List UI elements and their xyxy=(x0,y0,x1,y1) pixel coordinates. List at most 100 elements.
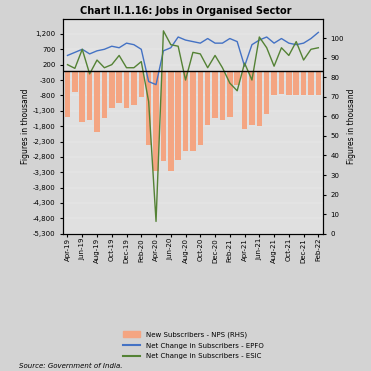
Net Change in Subscribers - EPFO xyxy=(154,82,158,87)
Net Change in Subscribers - EPFO xyxy=(272,41,276,45)
Bar xyxy=(168,71,174,171)
Bar xyxy=(205,71,210,125)
Net Change in Subscribers - EPFO xyxy=(65,53,70,58)
Bar xyxy=(271,71,277,95)
Bar xyxy=(153,71,159,171)
Net Change in Subscribers - ESIC xyxy=(250,78,254,82)
Bar xyxy=(94,71,100,132)
Bar xyxy=(87,71,92,120)
Net Change in Subscribers - ESIC xyxy=(191,50,195,55)
Net Change in Subscribers - EPFO xyxy=(198,41,203,45)
Text: Chart II.1.16: Jobs in Organised Sector: Chart II.1.16: Jobs in Organised Sector xyxy=(80,6,291,16)
Y-axis label: Figures in thousand: Figures in thousand xyxy=(21,88,30,164)
Bar xyxy=(286,71,292,95)
Bar xyxy=(242,71,247,129)
Net Change in Subscribers - EPFO xyxy=(132,42,136,47)
Net Change in Subscribers - EPFO xyxy=(191,39,195,44)
Net Change in Subscribers - ESIC xyxy=(227,81,232,85)
Bar xyxy=(161,71,166,161)
Net Change in Subscribers - EPFO xyxy=(227,36,232,41)
Net Change in Subscribers - EPFO xyxy=(168,46,173,50)
Net Change in Subscribers - ESIC xyxy=(309,47,313,52)
Net Change in Subscribers - EPFO xyxy=(250,42,254,47)
Net Change in Subscribers - ESIC xyxy=(287,53,291,58)
Net Change in Subscribers - EPFO xyxy=(183,38,188,42)
Bar xyxy=(316,71,321,95)
Net Change in Subscribers - EPFO xyxy=(235,39,239,44)
Bar xyxy=(116,71,122,103)
Net Change in Subscribers - EPFO xyxy=(301,41,306,45)
Net Change in Subscribers - ESIC xyxy=(117,53,121,58)
Net Change in Subscribers - ESIC xyxy=(65,62,70,67)
Bar xyxy=(131,71,137,105)
Net Change in Subscribers - ESIC xyxy=(109,62,114,67)
Bar xyxy=(124,71,129,108)
Line: Net Change in Subscribers - EPFO: Net Change in Subscribers - EPFO xyxy=(68,32,318,85)
Net Change in Subscribers - ESIC xyxy=(198,52,203,56)
Net Change in Subscribers - EPFO xyxy=(279,36,284,41)
Bar xyxy=(308,71,314,95)
Net Change in Subscribers - ESIC xyxy=(279,46,284,50)
Bar xyxy=(264,71,269,114)
Bar xyxy=(279,71,284,94)
Net Change in Subscribers - EPFO xyxy=(316,30,321,35)
Y-axis label: Figures in thousand: Figures in thousand xyxy=(347,88,356,164)
Net Change in Subscribers - EPFO xyxy=(117,46,121,50)
Net Change in Subscribers - EPFO xyxy=(102,47,106,52)
Net Change in Subscribers - ESIC xyxy=(161,29,165,33)
Net Change in Subscribers - ESIC xyxy=(294,39,298,44)
Net Change in Subscribers - ESIC xyxy=(102,66,106,70)
Bar xyxy=(146,71,151,145)
Net Change in Subscribers - ESIC xyxy=(183,78,188,82)
Net Change in Subscribers - ESIC xyxy=(168,42,173,47)
Bar xyxy=(293,71,299,95)
Net Change in Subscribers - ESIC xyxy=(95,58,99,62)
Net Change in Subscribers - ESIC xyxy=(301,58,306,62)
Net Change in Subscribers - EPFO xyxy=(88,52,92,56)
Net Change in Subscribers - EPFO xyxy=(80,47,85,52)
Net Change in Subscribers - ESIC xyxy=(132,66,136,70)
Net Change in Subscribers - EPFO xyxy=(161,49,165,53)
Net Change in Subscribers - EPFO xyxy=(309,36,313,41)
Bar xyxy=(109,71,115,108)
Line: Net Change in Subscribers - ESIC: Net Change in Subscribers - ESIC xyxy=(68,31,318,221)
Net Change in Subscribers - ESIC xyxy=(257,35,262,39)
Net Change in Subscribers - EPFO xyxy=(206,36,210,41)
Net Change in Subscribers - ESIC xyxy=(220,66,225,70)
Text: Source: Government of India.: Source: Government of India. xyxy=(19,363,122,369)
Net Change in Subscribers - EPFO xyxy=(139,47,144,52)
Net Change in Subscribers - ESIC xyxy=(80,47,85,52)
Net Change in Subscribers - EPFO xyxy=(109,44,114,49)
Net Change in Subscribers - ESIC xyxy=(235,89,239,93)
Net Change in Subscribers - EPFO xyxy=(294,42,298,47)
Net Change in Subscribers - ESIC xyxy=(265,46,269,50)
Bar xyxy=(249,71,255,125)
Net Change in Subscribers - EPFO xyxy=(73,50,77,55)
Bar xyxy=(79,71,85,122)
Net Change in Subscribers - EPFO xyxy=(176,35,180,39)
Net Change in Subscribers - ESIC xyxy=(272,64,276,68)
Net Change in Subscribers - EPFO xyxy=(287,41,291,45)
Net Change in Subscribers - EPFO xyxy=(220,41,225,45)
Net Change in Subscribers - ESIC xyxy=(154,219,158,224)
Net Change in Subscribers - EPFO xyxy=(213,41,217,45)
Net Change in Subscribers - ESIC xyxy=(176,44,180,49)
Bar xyxy=(175,71,181,160)
Bar xyxy=(72,71,78,92)
Legend: New Subscribers - NPS (RHS), Net Change in Subscribers - EPFO, Net Change in Sub: New Subscribers - NPS (RHS), Net Change … xyxy=(119,328,267,363)
Bar xyxy=(301,71,306,95)
Bar xyxy=(227,71,233,117)
Net Change in Subscribers - EPFO xyxy=(95,49,99,53)
Net Change in Subscribers - ESIC xyxy=(147,99,151,104)
Bar xyxy=(65,71,70,117)
Net Change in Subscribers - EPFO xyxy=(265,35,269,39)
Bar xyxy=(257,71,262,126)
Net Change in Subscribers - EPFO xyxy=(147,79,151,84)
Bar xyxy=(190,71,196,151)
Net Change in Subscribers - ESIC xyxy=(73,66,77,70)
Net Change in Subscribers - ESIC xyxy=(124,66,129,70)
Bar xyxy=(234,71,240,85)
Bar xyxy=(138,71,144,97)
Bar xyxy=(220,71,225,120)
Net Change in Subscribers - EPFO xyxy=(242,64,247,68)
